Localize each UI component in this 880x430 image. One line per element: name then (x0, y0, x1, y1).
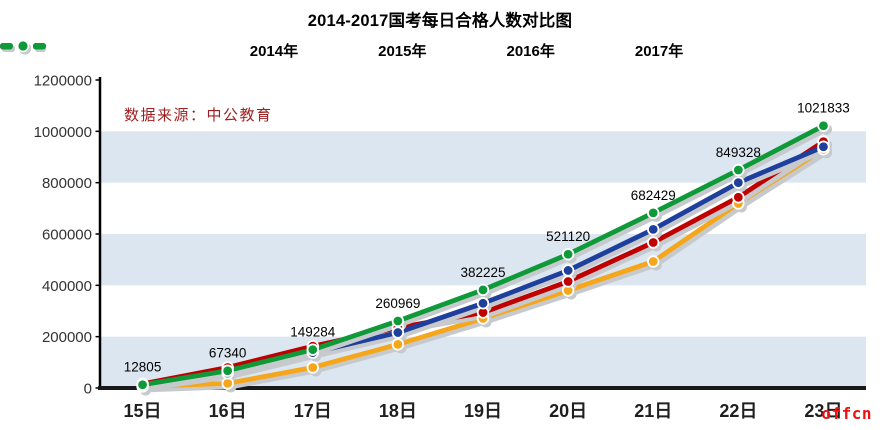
data-point (732, 191, 745, 204)
legend-item-2016: 2016年 (0, 39, 555, 61)
svg-text:800000: 800000 (42, 175, 92, 192)
data-point (817, 119, 830, 132)
chart-legend: 2014年 2015年 2016年 2017年 (0, 38, 880, 62)
svg-text:521120: 521120 (546, 229, 590, 244)
svg-text:19日: 19日 (464, 401, 502, 421)
legend-label-2016: 2016年 (506, 42, 555, 60)
data-point (391, 314, 405, 328)
svg-text:18日: 18日 (379, 401, 417, 421)
svg-text:16日: 16日 (209, 401, 247, 421)
data-labels-2017年: 12805 67340 149284 260969 382225 521120 682429… (124, 101, 850, 375)
data-source-note: 数据来源：中公教育 (124, 107, 273, 124)
svg-text:682429: 682429 (631, 188, 676, 203)
svg-text:1000000: 1000000 (34, 124, 92, 141)
data-point (817, 140, 830, 153)
offcn-watermark: offcn (821, 404, 872, 423)
svg-text:67340: 67340 (209, 346, 247, 361)
data-point (391, 326, 405, 339)
legend-marker-2017-icon (0, 39, 628, 59)
svg-text:1200000: 1200000 (34, 73, 92, 90)
data-point (391, 338, 405, 351)
svg-text:17日: 17日 (294, 401, 332, 421)
svg-text:600000: 600000 (42, 227, 92, 244)
data-point (136, 378, 149, 391)
svg-text:21日: 21日 (634, 401, 672, 421)
svg-text:200000: 200000 (42, 329, 92, 346)
plot-bands (100, 131, 866, 388)
y-axis: 0 200000 400000 600000 800000 1000000 1200000 (34, 73, 102, 398)
svg-text:400000: 400000 (42, 278, 92, 295)
data-point (647, 255, 660, 268)
svg-text:849328: 849328 (716, 145, 761, 160)
svg-text:23日: 23日 (804, 401, 842, 421)
legend-label-2014: 2014年 (249, 42, 299, 60)
svg-text:20日: 20日 (549, 401, 587, 421)
legend-marker-2015-icon (0, 39, 371, 59)
data-point (306, 343, 319, 356)
chart-title: 2014-2017国考每日合格人数对比图 (307, 12, 573, 30)
legend-item-2014: 2014年 (0, 39, 299, 61)
data-point (647, 223, 660, 236)
svg-text:0: 0 (84, 381, 92, 398)
svg-text:1021833: 1021833 (797, 101, 850, 116)
data-point (561, 248, 575, 261)
legend-label-2017: 2017年 (634, 42, 684, 60)
data-point (732, 176, 745, 189)
data-point (221, 377, 234, 390)
svg-text:260969: 260969 (375, 296, 420, 311)
legend-item-2015: 2015年 (0, 39, 427, 61)
legend-item-2017: 2017年 (0, 39, 684, 61)
legend-marker-2016-icon (0, 39, 500, 59)
data-point (476, 283, 490, 297)
data-point (647, 236, 660, 249)
legend-marker-2014-icon (0, 39, 243, 59)
svg-text:15日: 15日 (124, 401, 162, 421)
x-axis: 15日 16日 17日 18日 19日 20日 21日 22日 23日 (98, 386, 866, 421)
svg-text:22日: 22日 (719, 401, 757, 421)
data-point (561, 275, 575, 288)
data-point (476, 297, 490, 310)
data-point (306, 361, 319, 374)
series-markers-2017年 (136, 119, 830, 391)
data-point (221, 364, 234, 377)
data-point (732, 163, 745, 177)
svg-text:12805: 12805 (124, 360, 162, 375)
legend-label-2015: 2015年 (378, 42, 427, 60)
svg-text:149284: 149284 (290, 325, 336, 340)
data-point (561, 264, 575, 277)
data-point (647, 206, 660, 220)
svg-text:382225: 382225 (460, 265, 505, 280)
